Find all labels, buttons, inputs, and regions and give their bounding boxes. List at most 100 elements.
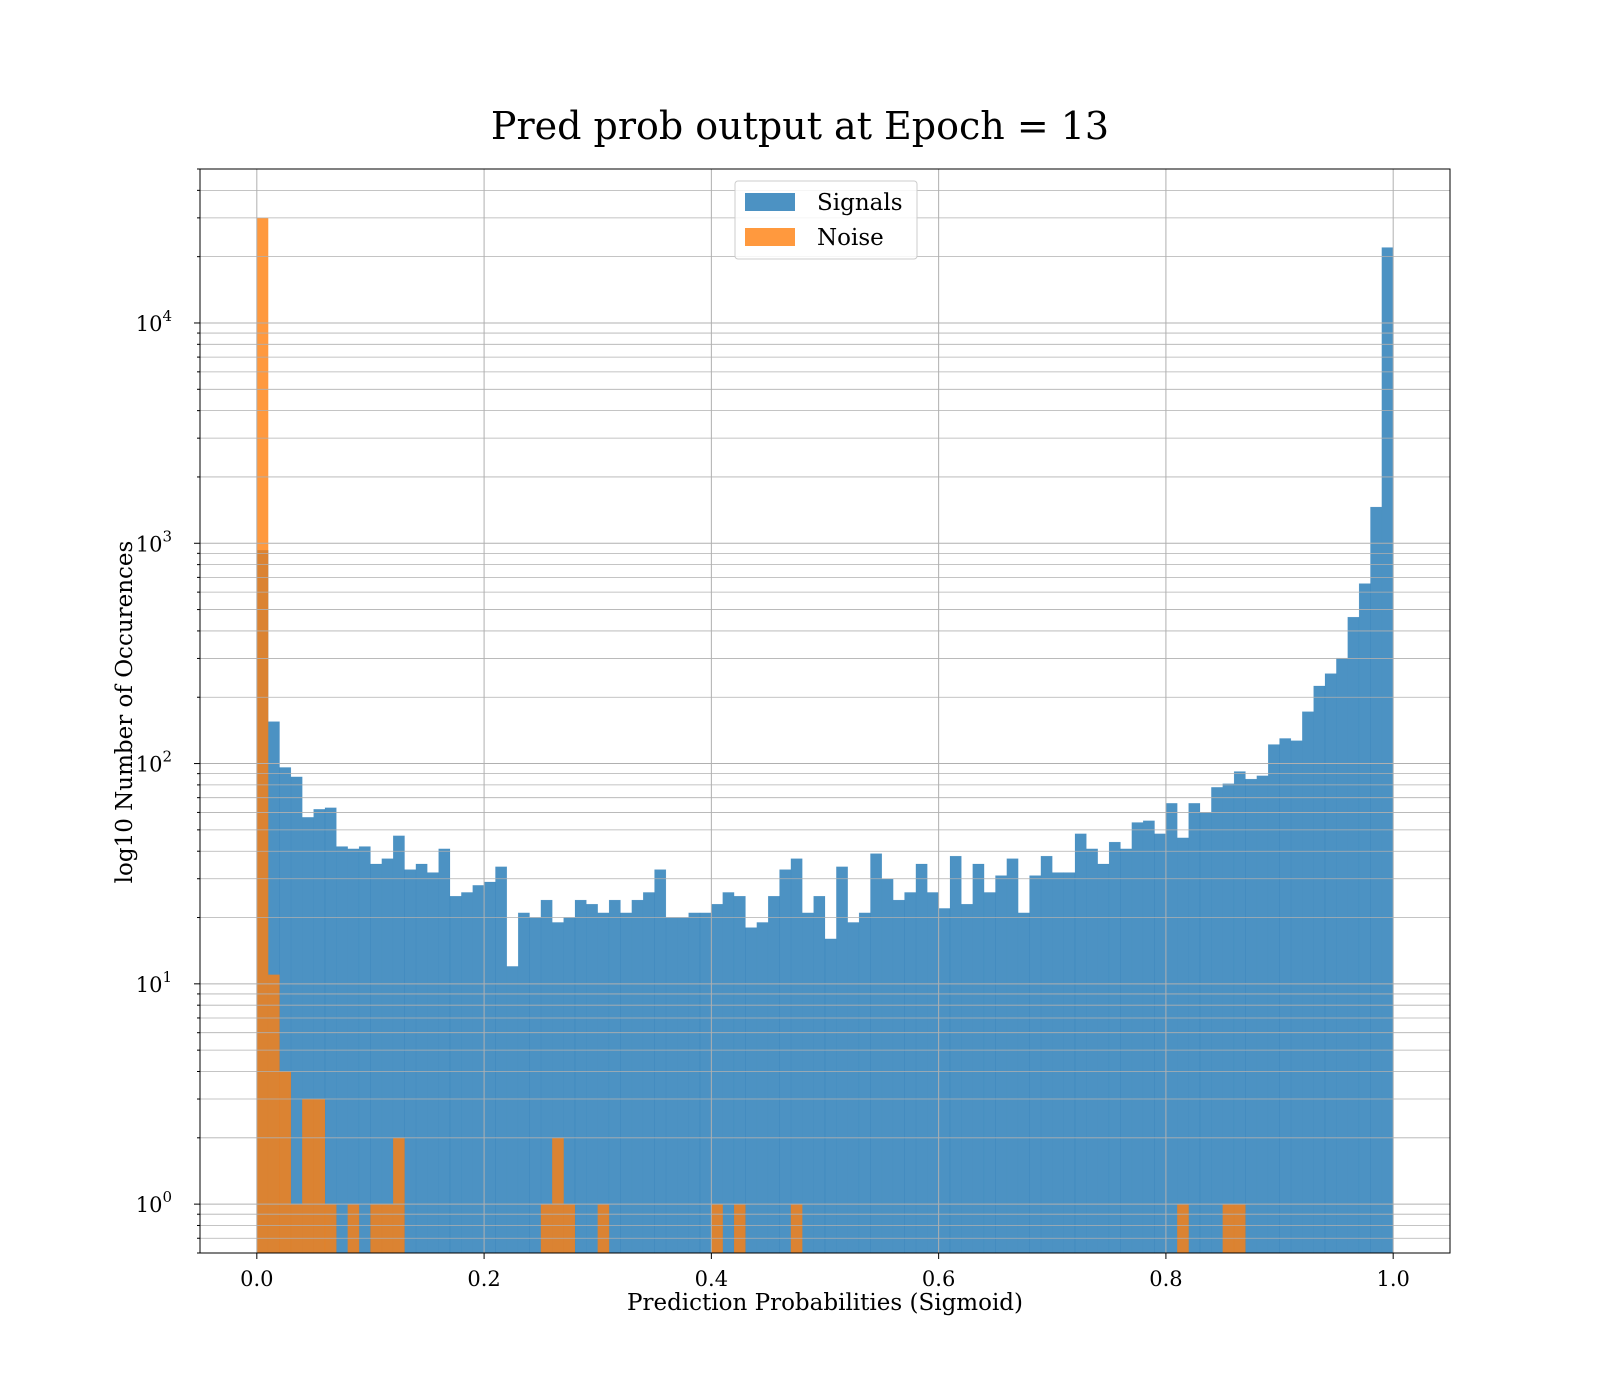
legend-swatch-signals bbox=[745, 193, 795, 211]
signals-bar bbox=[904, 892, 917, 1254]
signals-bar bbox=[642, 892, 655, 1254]
signals-bar bbox=[495, 866, 508, 1254]
noise-bar bbox=[347, 1203, 360, 1254]
legend-swatch-noise bbox=[745, 228, 795, 246]
y-axis-label: log10 Number of Occurences bbox=[112, 540, 138, 884]
signals-bar bbox=[574, 899, 587, 1254]
noise-bar bbox=[1222, 1203, 1235, 1254]
noise-bar bbox=[392, 1137, 405, 1254]
axes-frame bbox=[199, 168, 1451, 1254]
signals-bar bbox=[1381, 247, 1394, 1254]
signals-bar bbox=[608, 899, 621, 1254]
signals-bar bbox=[824, 938, 837, 1254]
x-tick-label: 1.0 bbox=[1376, 1267, 1409, 1291]
noise-bar bbox=[313, 1098, 326, 1254]
signals-bar bbox=[836, 866, 848, 1254]
signals-bar bbox=[529, 917, 542, 1254]
signals-bar bbox=[779, 869, 792, 1254]
signals-bar bbox=[665, 917, 678, 1254]
signals-bar bbox=[654, 869, 667, 1254]
signals-bar bbox=[370, 863, 383, 1254]
noise-bar bbox=[711, 1203, 723, 1254]
signals-bar bbox=[1052, 872, 1064, 1254]
signals-bar bbox=[972, 863, 985, 1254]
y-axis-ticks: 100 101 102 103 104 bbox=[136, 168, 200, 1254]
signals-bar bbox=[1177, 837, 1189, 1254]
signals-bar bbox=[449, 895, 462, 1254]
signals-bar bbox=[711, 903, 723, 1254]
signals-bar bbox=[1154, 833, 1167, 1254]
x-tick-label: 0.8 bbox=[1149, 1267, 1182, 1291]
noise-bar bbox=[552, 1137, 564, 1254]
signals-bar bbox=[699, 912, 712, 1254]
signals-bar bbox=[1040, 855, 1053, 1254]
signals-bar bbox=[540, 899, 553, 1254]
signals-bar bbox=[881, 878, 894, 1254]
signals-bar bbox=[517, 912, 530, 1254]
signals-bar bbox=[631, 899, 644, 1254]
signals-bar bbox=[1211, 787, 1223, 1254]
signals-bar bbox=[1324, 673, 1337, 1254]
noise-bar bbox=[267, 974, 280, 1254]
x-tick-label: 0.2 bbox=[467, 1267, 500, 1291]
signals-bar bbox=[858, 912, 871, 1254]
signals-bar bbox=[949, 855, 962, 1254]
signals-bar bbox=[404, 869, 417, 1254]
signals-bar bbox=[1029, 875, 1042, 1254]
signals-bar bbox=[1086, 848, 1098, 1254]
x-tick-label: 0.4 bbox=[695, 1267, 728, 1291]
signals-bar bbox=[767, 895, 780, 1254]
noise-bar bbox=[1233, 1203, 1246, 1254]
signals-bar bbox=[1165, 803, 1178, 1254]
legend: Signals Noise bbox=[734, 180, 918, 260]
noise-bar bbox=[370, 1203, 383, 1254]
signals-bar bbox=[1370, 506, 1383, 1254]
signals-bar bbox=[1233, 771, 1246, 1254]
signals-bar bbox=[1108, 841, 1121, 1254]
signals-bar bbox=[427, 872, 439, 1254]
signals-bar bbox=[1358, 583, 1371, 1254]
signals-bar bbox=[438, 848, 451, 1254]
signals-bar bbox=[586, 903, 598, 1254]
y-tick-label: 100 bbox=[136, 1188, 172, 1217]
signals-bar bbox=[1142, 820, 1155, 1254]
noise-bar bbox=[290, 1203, 303, 1254]
grid-lines bbox=[200, 168, 1450, 1254]
signals-bar bbox=[1188, 803, 1201, 1254]
signals-bar bbox=[461, 892, 473, 1254]
signals-bar bbox=[1256, 775, 1269, 1254]
signals-bar bbox=[983, 892, 996, 1254]
noise-bar bbox=[563, 1203, 576, 1254]
chart-title: Pred prob output at Epoch = 13 bbox=[490, 104, 1110, 148]
signals-bar bbox=[1245, 778, 1258, 1254]
signals-bar bbox=[563, 917, 576, 1254]
signals-bar bbox=[1131, 822, 1144, 1254]
signals-bar bbox=[733, 895, 746, 1254]
signals-bar bbox=[961, 903, 973, 1254]
signals-bar bbox=[1267, 744, 1280, 1254]
signals-bar bbox=[506, 966, 519, 1254]
y-tick-label: 103 bbox=[136, 527, 172, 556]
signals-bar bbox=[847, 922, 860, 1254]
signals-bar bbox=[892, 899, 905, 1254]
signals-bar bbox=[813, 895, 826, 1254]
signals-bar bbox=[620, 912, 633, 1254]
signals-bar bbox=[938, 908, 951, 1254]
y-tick-label: 101 bbox=[136, 968, 172, 997]
noise-bar bbox=[381, 1203, 394, 1254]
noise-bar bbox=[597, 1203, 610, 1254]
noise-bar bbox=[790, 1203, 803, 1254]
noise-bar bbox=[256, 217, 269, 1254]
noise-bar bbox=[324, 1203, 337, 1254]
signals-bar bbox=[756, 922, 769, 1254]
signals-bar bbox=[1347, 616, 1360, 1254]
noise-bar bbox=[1177, 1203, 1189, 1254]
signals-bar bbox=[1063, 872, 1076, 1254]
noise-bar bbox=[733, 1203, 746, 1254]
signals-bar bbox=[1279, 738, 1292, 1254]
signals-bar bbox=[1120, 848, 1133, 1254]
signals-bar bbox=[1302, 711, 1314, 1254]
x-axis-label: Prediction Probabilities (Sigmoid) bbox=[627, 1290, 1023, 1316]
signals-bar bbox=[415, 863, 428, 1254]
